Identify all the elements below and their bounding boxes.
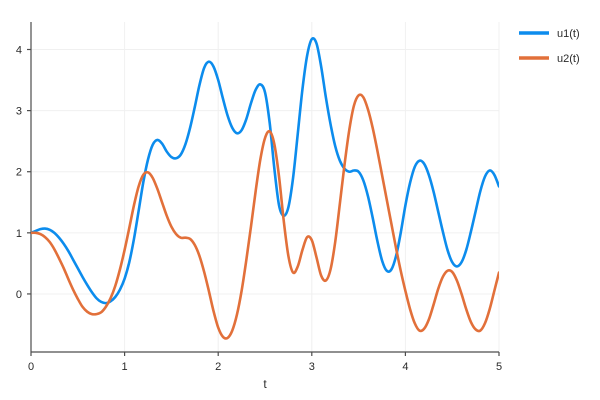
x-tick-label: 5 — [496, 361, 502, 373]
series-line-2 — [31, 93, 499, 340]
x-tick-label: 0 — [28, 361, 34, 373]
axis-lines — [30, 22, 499, 353]
chart-legend[interactable]: u1(t) u2(t) — [519, 28, 580, 65]
y-tick-label: 4 — [16, 45, 22, 57]
legend-label-2[interactable]: u2(t) — [557, 53, 580, 65]
y-tick-label: 2 — [16, 167, 22, 179]
y-axis-ticks: 0 1 2 3 4 — [16, 45, 31, 301]
x-tick-label: 1 — [122, 361, 128, 373]
grid-lines — [31, 22, 500, 352]
x-axis-title: t — [263, 377, 267, 391]
x-tick-label: 4 — [402, 361, 408, 373]
y-tick-label: 0 — [16, 289, 22, 301]
y-tick-label: 1 — [16, 228, 22, 240]
x-axis-ticks: 0 1 2 3 4 5 — [28, 352, 502, 373]
y-tick-label: 3 — [16, 106, 22, 118]
series-line-1 — [31, 36, 499, 305]
x-tick-label: 2 — [215, 361, 221, 373]
legend-label-1[interactable]: u1(t) — [557, 28, 580, 40]
data-series — [31, 36, 499, 340]
x-tick-label: 3 — [309, 361, 315, 373]
